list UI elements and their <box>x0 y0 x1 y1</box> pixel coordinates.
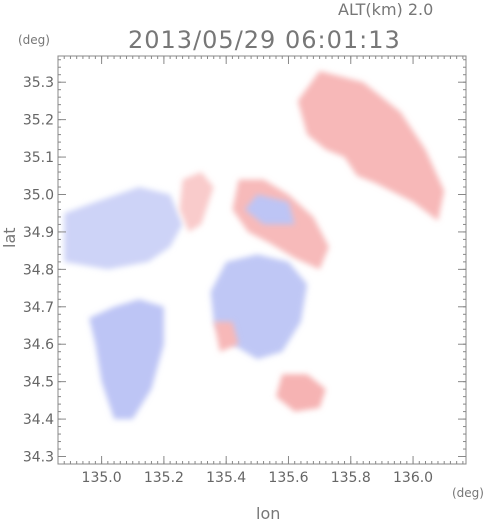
y-tick-label: 34.4 <box>23 412 54 428</box>
x-axis-title: lon <box>256 504 281 523</box>
y-tick-label: 34.8 <box>23 262 54 278</box>
y-unit-label: (deg) <box>18 33 50 47</box>
x-tick-label: 135.2 <box>144 470 184 486</box>
x-tick-label: 135.8 <box>331 470 371 486</box>
plot-frame <box>57 55 467 465</box>
x-tick-label: 135.4 <box>206 470 246 486</box>
x-tick-label: 136.0 <box>393 470 433 486</box>
region-south-red-spots <box>276 374 326 412</box>
y-tick-label: 35.1 <box>23 150 54 166</box>
x-tick-label: 135.6 <box>268 470 308 486</box>
x-unit-label: (deg) <box>452 486 484 500</box>
altitude-label: ALT(km) 2.0 <box>338 0 434 19</box>
x-tick-label: 135.0 <box>82 470 122 486</box>
y-tick-label: 34.3 <box>23 450 54 466</box>
y-tick-label: 34.6 <box>23 337 54 353</box>
region-center-red-patch <box>213 321 239 352</box>
doppler-regions <box>64 71 445 420</box>
y-tick-label: 35.0 <box>23 187 54 203</box>
region-northeast-red <box>297 71 445 221</box>
region-center-blue-core <box>244 194 295 225</box>
y-tick-label: 34.7 <box>23 300 54 316</box>
region-southwest-blue <box>89 299 164 420</box>
y-tick-label: 35.2 <box>23 113 54 129</box>
axis-ticks: 135.0 135.2 135.4 135.6 135.8 136.0 34.3 34.4 34… <box>23 56 466 486</box>
region-west-blue <box>64 187 183 270</box>
region-west-red-band <box>179 172 214 232</box>
y-tick-label: 35.3 <box>23 75 54 91</box>
y-tick-label: 34.9 <box>23 225 54 241</box>
y-tick-label: 34.5 <box>23 375 54 391</box>
chart-title: 2013/05/29 06:01:13 <box>128 26 401 54</box>
region-center-red <box>232 179 329 270</box>
